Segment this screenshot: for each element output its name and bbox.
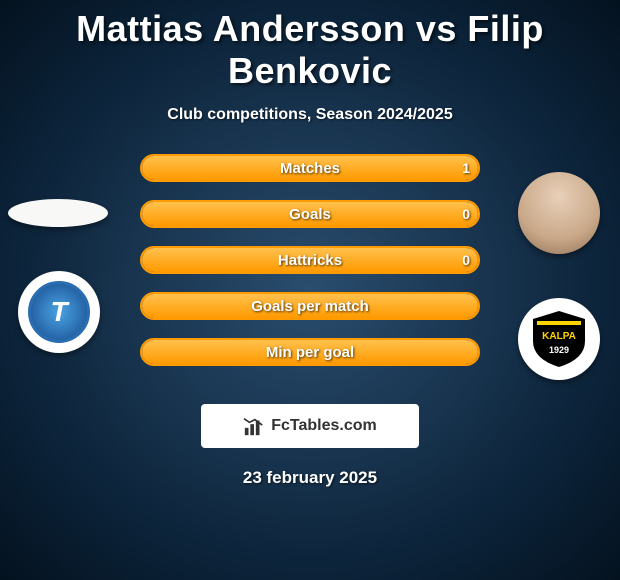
stat-right-value: 0 xyxy=(462,248,470,272)
stat-label: Goals per match xyxy=(142,294,478,318)
stat-bars: Matches 1 Goals 0 Hattricks 0 Goals per … xyxy=(140,154,480,384)
left-club-badge: T xyxy=(18,271,100,353)
watermark: FcTables.com xyxy=(201,404,419,448)
stat-label: Hattricks xyxy=(142,248,478,272)
stat-bar: Hattricks 0 xyxy=(140,246,480,274)
left-club-badge-initial: T xyxy=(28,281,90,343)
bar-chart-icon xyxy=(243,415,265,437)
right-club-badge-shield: KALPA 1929 xyxy=(527,307,591,371)
comparison-date: 23 february 2025 xyxy=(0,468,620,488)
stat-bar: Matches 1 xyxy=(140,154,480,182)
stat-label: Min per goal xyxy=(142,340,478,364)
left-player-photo xyxy=(8,199,108,227)
stat-label: Goals xyxy=(142,202,478,226)
watermark-text: FcTables.com xyxy=(271,417,377,435)
comparison-content: T Matches 1 Goals 0 Hattricks 0 Goals pe… xyxy=(0,154,620,384)
right-club-year: 1929 xyxy=(549,345,569,355)
comparison-subtitle: Club competitions, Season 2024/2025 xyxy=(0,106,620,124)
right-player-column: KALPA 1929 xyxy=(518,172,600,380)
comparison-title: Mattias Andersson vs Filip Benkovic xyxy=(0,0,620,92)
right-club-name: KALPA xyxy=(542,331,576,342)
right-player-photo xyxy=(518,172,600,254)
stat-right-value: 1 xyxy=(462,156,470,180)
stat-right-value: 0 xyxy=(462,202,470,226)
left-player-column: T xyxy=(8,199,108,353)
stat-bar: Goals per match xyxy=(140,292,480,320)
right-club-badge: KALPA 1929 xyxy=(518,298,600,380)
stat-label: Matches xyxy=(142,156,478,180)
stat-bar: Min per goal xyxy=(140,338,480,366)
stat-bar: Goals 0 xyxy=(140,200,480,228)
